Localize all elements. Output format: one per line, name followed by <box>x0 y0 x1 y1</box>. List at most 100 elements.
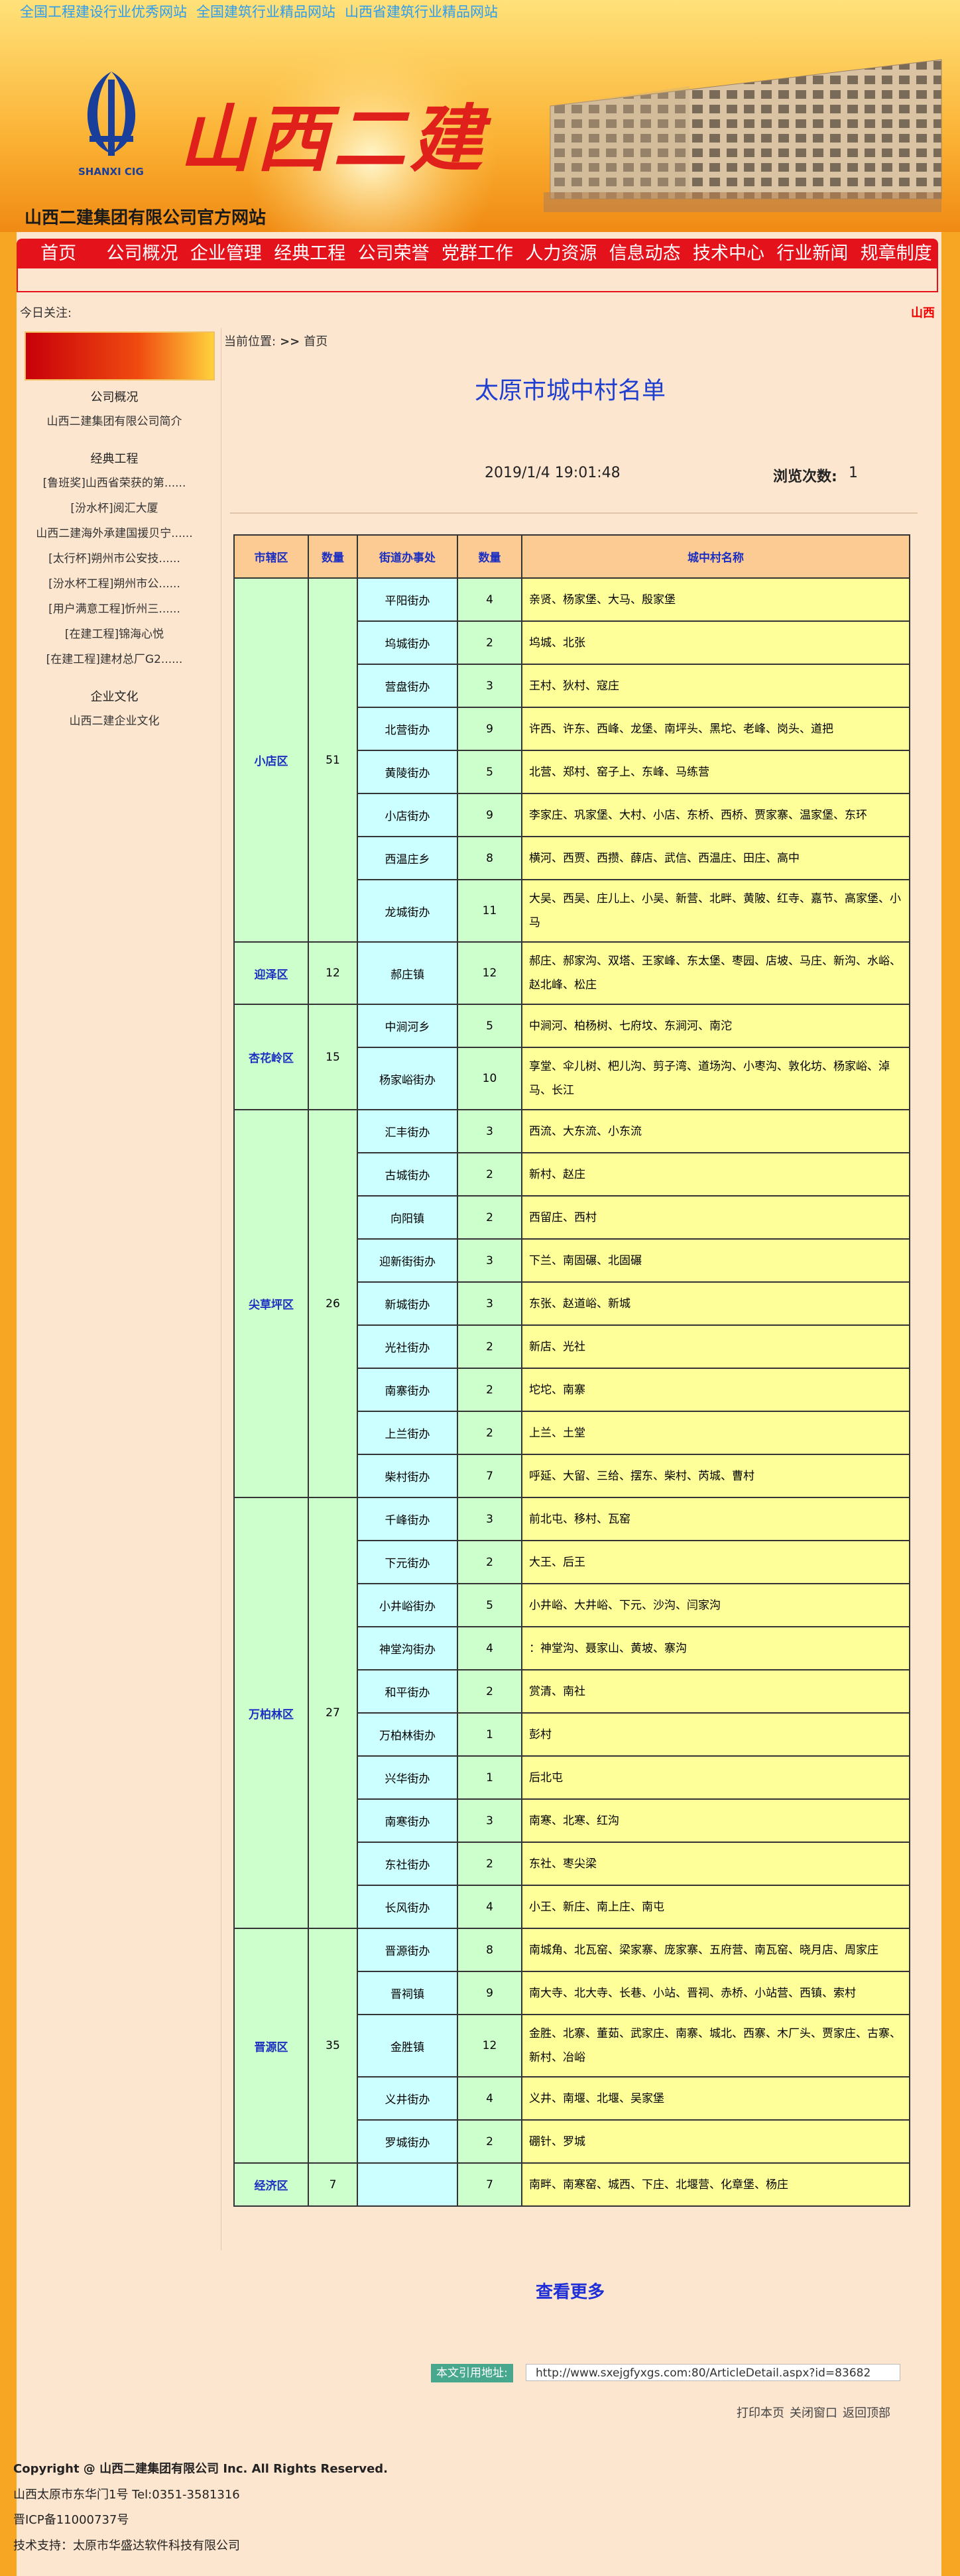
table-row: 兴华街办 1 后北屯 <box>234 1755 910 1800</box>
action-link[interactable]: 关闭窗口 <box>790 2406 837 2420</box>
actions: 打印本页 关闭窗口 返回顶部 <box>737 2404 896 2421</box>
street-count: 5 <box>457 750 522 794</box>
street-cell: 东社街办 <box>357 1842 458 1886</box>
article-title: 太原市城中村名单 <box>474 377 666 404</box>
street-cell: 义井街办 <box>357 2076 458 2121</box>
breadcrumb-current[interactable]: 首页 <box>304 335 328 349</box>
sidebar-link[interactable]: 山西二建企业文化 <box>69 715 160 728</box>
nav-item[interactable]: 企业管理 <box>190 243 262 264</box>
sidebar-link[interactable]: [汾水杯]阅汇大厦 <box>70 502 158 515</box>
nav-item[interactable]: 技术中心 <box>693 243 765 264</box>
table-row: 上兰街办 2 上兰、土堂 <box>234 1411 910 1455</box>
views-count: 1 <box>849 465 858 481</box>
ticker-text[interactable]: 山西 <box>911 306 935 320</box>
street-count: 10 <box>457 1047 522 1110</box>
villages-cell: 南畔、南寒窑、城西、下庄、北堰营、化章堡、杨庄 <box>521 2162 910 2207</box>
more-link[interactable]: 查看更多 <box>535 2282 605 2302</box>
villages-cell: 上兰、土堂 <box>521 1411 910 1455</box>
villages-cell: 南大寺、北大寺、长巷、小站、晋祠、赤桥、小站营、西镇、索村 <box>521 1971 910 2015</box>
rule <box>230 512 918 514</box>
villages-cell: 中涧河、柏杨树、七府坟、东涧河、南沱 <box>521 1004 910 1048</box>
district-cell: 尖草坪区 <box>233 1109 309 1498</box>
top-link[interactable]: 山西省建筑行业精品网站 <box>345 4 498 20</box>
action-link[interactable]: 打印本页 <box>737 2406 784 2420</box>
street-cell: 郝庄镇 <box>357 941 458 1005</box>
table-row: 尖草坪区 26 汇丰街办 3 西流、大东流、小东流 <box>233 1109 910 1498</box>
street-count: 3 <box>457 1798 522 1843</box>
villages-cell: 新村、赵庄 <box>521 1152 910 1197</box>
villages-cell: 北营、郑村、窑子上、东峰、马练营 <box>521 750 910 794</box>
nav-item[interactable]: 经典工程 <box>274 243 346 264</box>
table-row: 南寒街办 3 南寒、北寒、红沟 <box>234 1798 910 1843</box>
street-count: 12 <box>457 941 522 1005</box>
villages-cell: 小井峪、大井峪、下元、沙沟、闫家沟 <box>521 1583 910 1627</box>
nav-item[interactable]: 首页 <box>40 243 77 264</box>
table-row: 经济区 7 7 南畔、南寒窑、城西、下庄、北堰营、化章堡、杨庄 <box>233 2162 910 2207</box>
table-row: 柴村街办 7 呼延、大留、三给、摆东、柴村、芮城、曹村 <box>234 1454 910 1498</box>
district-count: 26 <box>308 1109 358 1498</box>
top-link[interactable]: 全国工程建设行业优秀网站 <box>20 4 187 20</box>
nav-item[interactable]: 公司概况 <box>106 243 178 264</box>
top-link[interactable]: 全国建筑行业精品网站 <box>196 4 335 20</box>
street-cell: 万柏林街办 <box>357 1712 458 1757</box>
top-links: 全国工程建设行业优秀网站 全国建筑行业精品网站 山西省建筑行业精品网站 <box>20 1 507 21</box>
table-row: 小店街办 9 李家庄、巩家堡、大村、小店、东桥、西桥、贾家寨、温家堡、东环 <box>234 793 910 837</box>
street-count: 4 <box>457 1885 522 1929</box>
street-cell: 汇丰街办 <box>357 1109 458 1153</box>
villages-cell: 金胜、北寨、董茹、武家庄、南寨、城北、西寨、木厂头、贾家庄、古寨、新村、冶峪 <box>521 2014 910 2078</box>
table-row: 长风街办 4 小王、新庄、南上庄、南屯 <box>234 1885 910 1929</box>
street-count: 7 <box>457 1454 522 1498</box>
street-cell: 下元街办 <box>357 1540 458 1584</box>
reference-url[interactable]: http://www.sxejgfyxgs.com:80/ArticleDeta… <box>526 2364 900 2381</box>
nav-item[interactable]: 规章制度 <box>860 243 932 264</box>
street-count: 3 <box>457 1109 522 1153</box>
street-count: 9 <box>457 1971 522 2015</box>
street-count: 4 <box>457 2076 522 2121</box>
sidebar-section: 企业文化 山西二建企业文化 <box>17 686 212 734</box>
street-cell: 晋祠镇 <box>357 1971 458 2015</box>
sidebar-link[interactable]: [在建工程]建材总厂G2...... <box>46 653 183 666</box>
villages-cell: 郝庄、郝家沟、双塔、王家峰、东太堡、枣园、店坡、马庄、新沟、水峪、赵北峰、松庄 <box>521 941 910 1005</box>
street-cell: 小井峪街办 <box>357 1583 458 1627</box>
villages-cell: 坞城、北张 <box>521 620 910 665</box>
street-count: 7 <box>457 2162 522 2207</box>
sidebar-link[interactable]: [用户满意工程]忻州三...... <box>48 603 180 616</box>
action-link[interactable]: 返回顶部 <box>843 2406 890 2420</box>
nav-item[interactable]: 人力资源 <box>525 243 597 264</box>
table-row: 东社街办 2 东社、枣尖梁 <box>234 1842 910 1886</box>
table-row: 营盘街办 3 王村、狄村、寇庄 <box>234 664 910 708</box>
street-cell: 营盘街办 <box>357 664 458 708</box>
footer-line: 技术支持：太原市华盛达软件科技有限公司 <box>13 2538 240 2553</box>
table-row: 小店区 51 平阳街办 4 亲贤、杨家堡、大马、殷家堡 <box>233 577 910 943</box>
sidebar-link[interactable]: [鲁班奖]山西省荣获的第...... <box>42 477 186 490</box>
logo-text: SHANXI CIG <box>78 166 144 178</box>
street-count: 3 <box>457 1238 522 1283</box>
sidebar-link[interactable]: [在建工程]锦海心悦 <box>64 628 164 641</box>
side-banner[interactable] <box>25 331 215 381</box>
sidebar-link[interactable]: [汾水杯工程]朔州市公...... <box>48 577 180 591</box>
street-count: 5 <box>457 1583 522 1627</box>
table-row: 义井街办 4 义井、南堰、北堰、吴家堡 <box>234 2076 910 2121</box>
nav-item[interactable]: 党群工作 <box>441 243 513 264</box>
nav-item[interactable]: 行业新闻 <box>776 243 849 264</box>
sidebar-link[interactable]: [太行杯]朔州市公安技...... <box>48 552 180 565</box>
street-cell: 古城街办 <box>357 1152 458 1197</box>
street-cell: 光社街办 <box>357 1324 458 1369</box>
header-banner <box>0 0 960 232</box>
street-cell: 长风街办 <box>357 1885 458 1929</box>
header-cell: 街道办事处 <box>357 534 458 579</box>
sidebar-link[interactable]: 山西二建集团有限公司简介 <box>46 415 182 428</box>
villages-cell: 后北屯 <box>521 1755 910 1800</box>
district-cell: 迎泽区 <box>233 941 309 1005</box>
table-row: 万柏林街办 1 彭村 <box>234 1712 910 1757</box>
street-count: 11 <box>457 879 522 943</box>
street-count: 4 <box>457 577 522 622</box>
villages-cell: 彭村 <box>521 1712 910 1757</box>
district-count: 12 <box>308 941 358 1005</box>
nav-item[interactable]: 公司荣誉 <box>357 243 430 264</box>
breadcrumb-label: 当前位置: <box>224 335 276 349</box>
nav-item[interactable]: 信息动态 <box>609 243 681 264</box>
header-row: 市辖区 数量 街道办事处 数量 城中村名称 <box>233 534 910 579</box>
sidebar-link[interactable]: 山西二建海外承建国援贝宁...... <box>36 527 193 540</box>
